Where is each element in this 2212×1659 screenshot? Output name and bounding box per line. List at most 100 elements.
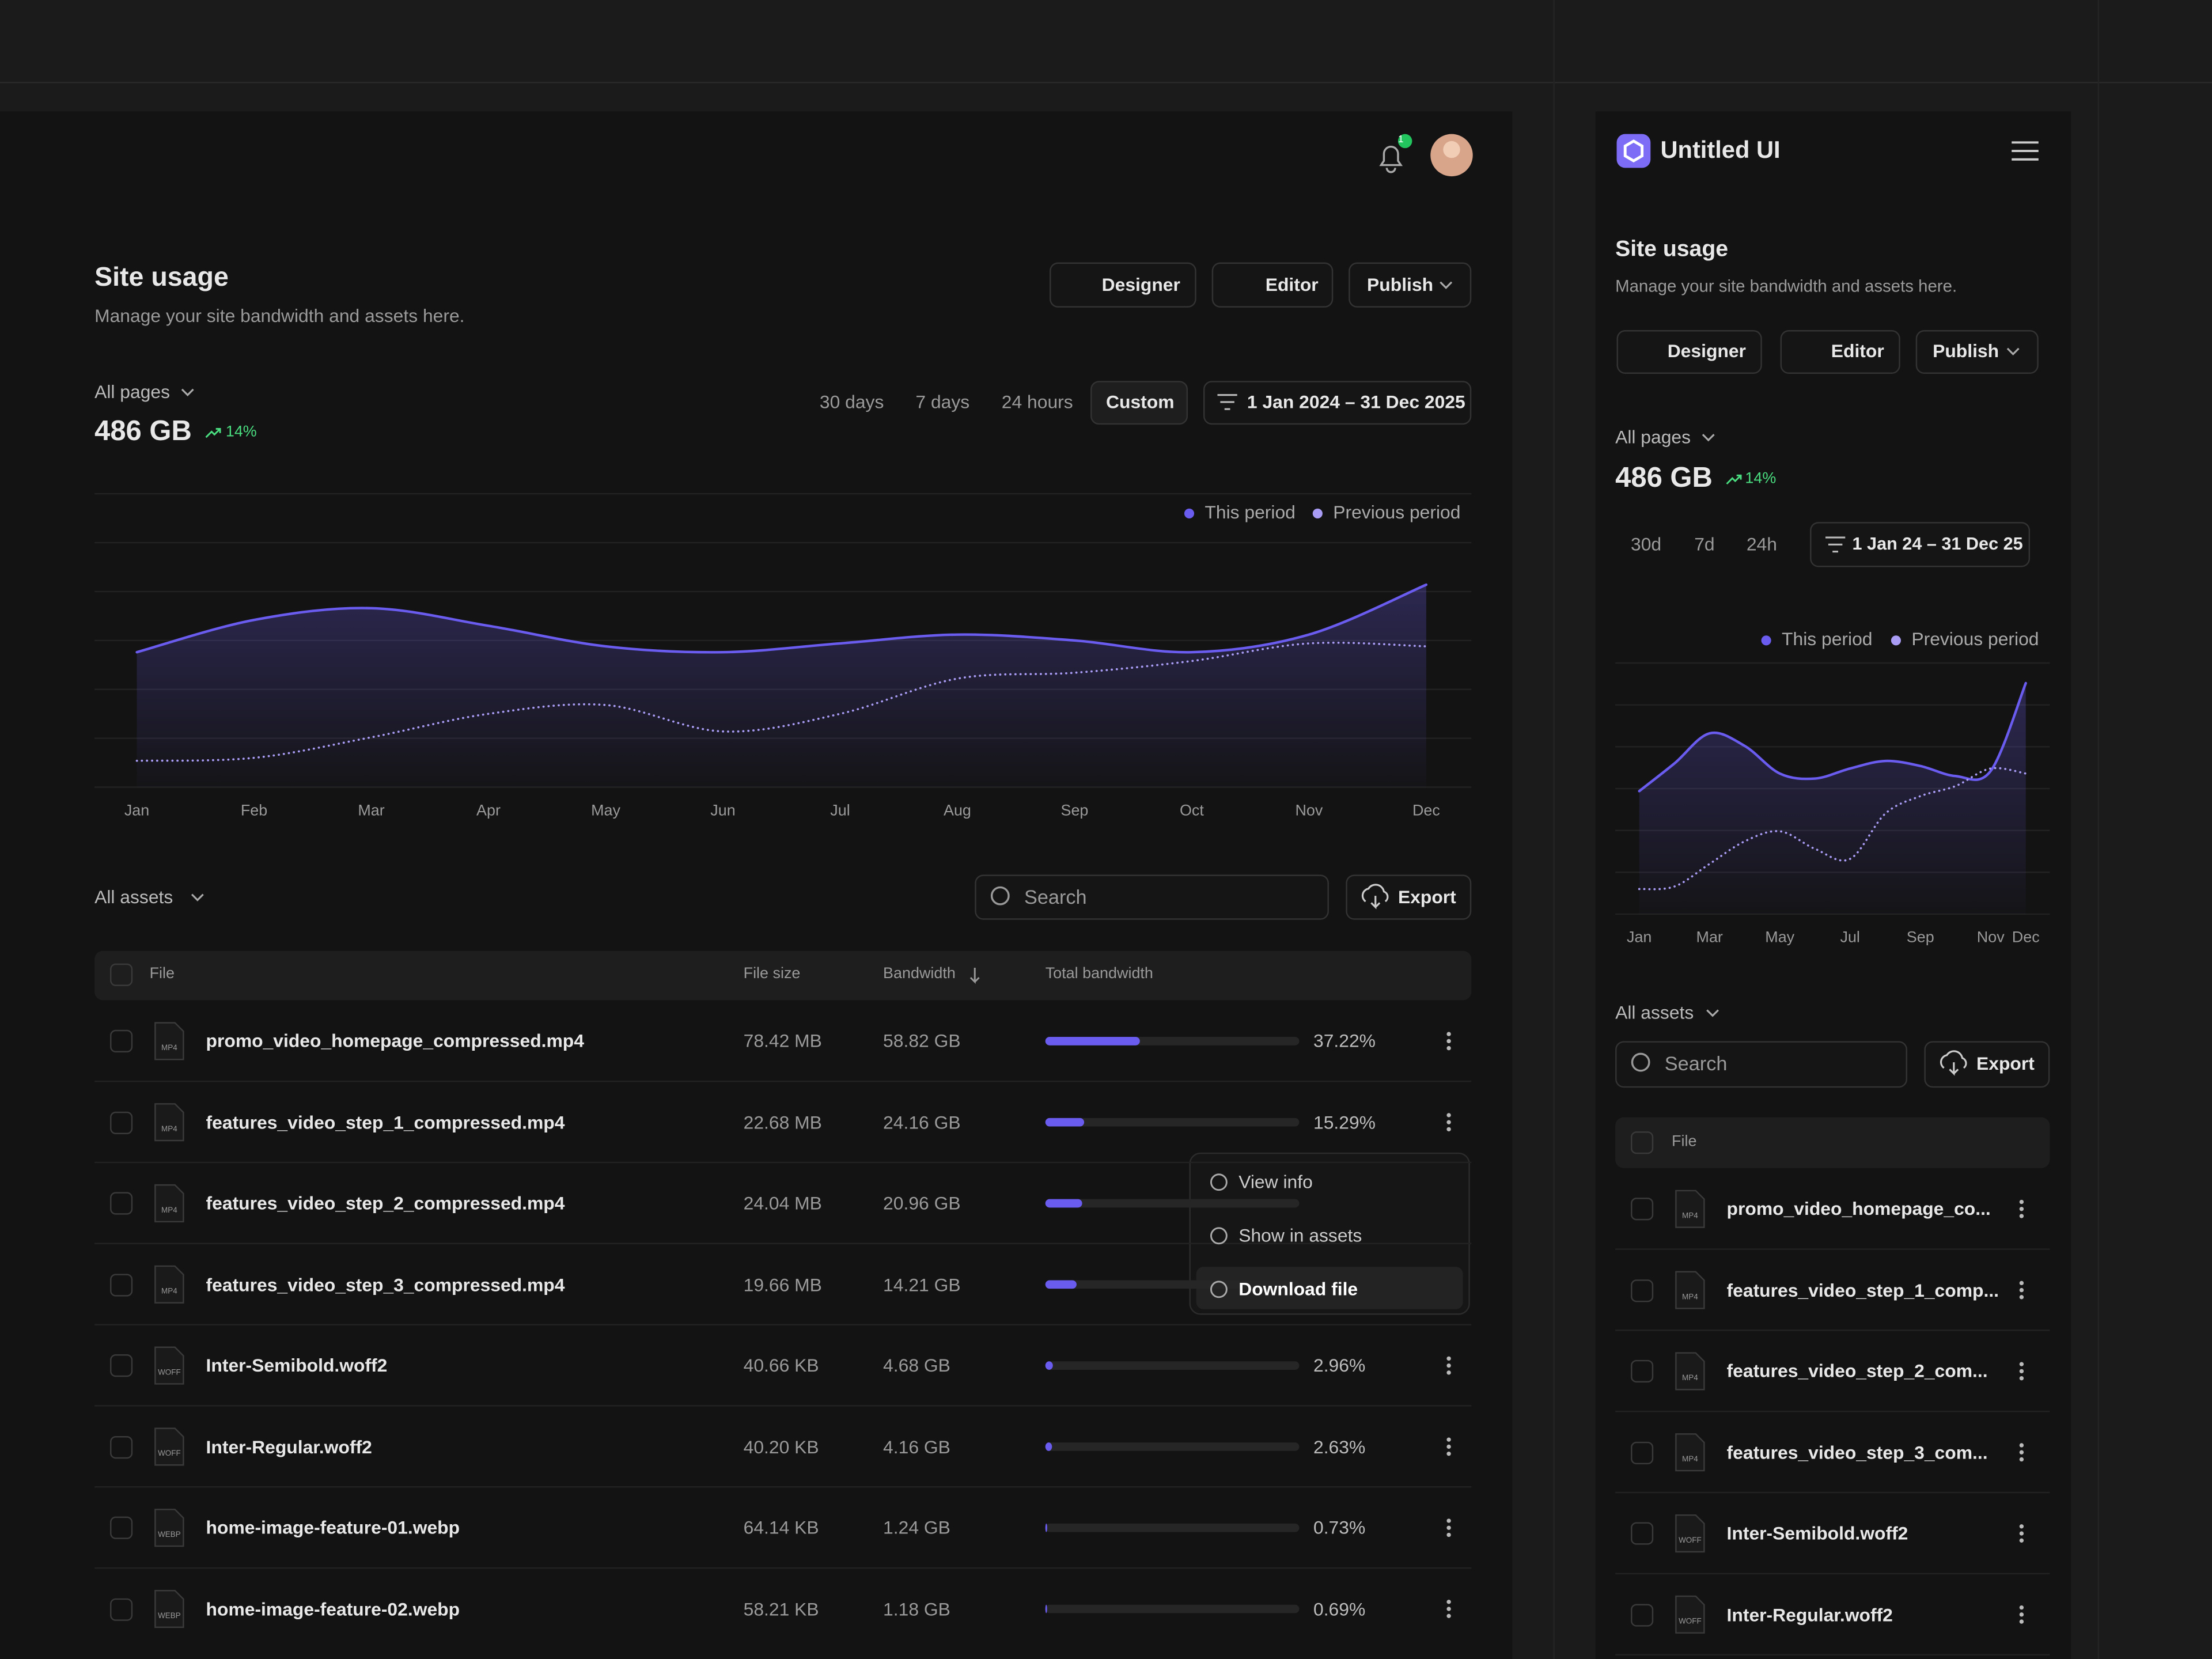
- designer-button[interactable]: [1616, 330, 1762, 374]
- share: 0.69%: [1313, 1597, 1366, 1619]
- more-dot[interactable]: [1446, 1607, 1451, 1611]
- menu-item[interactable]: Show in assets: [1238, 1225, 1362, 1246]
- more-dot[interactable]: [1446, 1370, 1451, 1375]
- file-type: WOFF: [158, 1449, 181, 1457]
- editor-button[interactable]: [1211, 262, 1334, 308]
- x-tick-label: Nov: [1295, 801, 1323, 819]
- search-input[interactable]: [975, 874, 1329, 920]
- more-dot[interactable]: [2019, 1531, 2024, 1536]
- publish-button[interactable]: [1349, 262, 1472, 308]
- badge: [1397, 134, 1412, 149]
- search-input[interactable]: [1615, 1041, 1908, 1088]
- x-tick-label: Jan: [124, 801, 149, 819]
- menu-item[interactable]: Download file: [1238, 1278, 1358, 1300]
- more-dot[interactable]: [2019, 1281, 2024, 1286]
- date-range: 1 Jan 24 – 31 Dec 25: [1852, 533, 2023, 554]
- checkbox[interactable]: [1631, 1279, 1654, 1302]
- range-tab[interactable]: 24 hours: [1001, 391, 1073, 412]
- checkbox[interactable]: [1631, 1131, 1654, 1154]
- more-dot[interactable]: [1446, 1525, 1451, 1530]
- more-dot[interactable]: [2019, 1199, 2024, 1205]
- checkbox[interactable]: [1631, 1603, 1654, 1626]
- range-tab[interactable]: 7d: [1694, 533, 1715, 555]
- more-dot[interactable]: [1446, 1452, 1451, 1456]
- assets-filter[interactable]: All assets: [1615, 1002, 1694, 1024]
- checkbox[interactable]: [110, 1273, 133, 1296]
- more-dot[interactable]: [2019, 1207, 2024, 1211]
- checkbox[interactable]: [1631, 1359, 1654, 1383]
- more-dot[interactable]: [2019, 1538, 2024, 1543]
- export-button[interactable]: [1346, 874, 1472, 920]
- menu-icon[interactable]: [2012, 141, 2039, 161]
- more-dot[interactable]: [1446, 1113, 1451, 1118]
- more-dot[interactable]: [2019, 1214, 2024, 1218]
- more-dot[interactable]: [1446, 1532, 1451, 1537]
- more-dot[interactable]: [1446, 1032, 1451, 1036]
- more-dot[interactable]: [2019, 1362, 2024, 1366]
- bell-icon[interactable]: [1379, 145, 1403, 173]
- checkbox[interactable]: [110, 1354, 133, 1377]
- file-icon: [154, 1509, 184, 1547]
- menu-item[interactable]: View info: [1238, 1171, 1313, 1192]
- checkbox[interactable]: [110, 1435, 133, 1459]
- more-dot[interactable]: [2019, 1369, 2024, 1374]
- more-dot[interactable]: [2019, 1443, 2024, 1448]
- designer-button[interactable]: [1050, 262, 1196, 308]
- checkbox[interactable]: [110, 1111, 133, 1134]
- range-tab[interactable]: 30 days: [819, 391, 884, 412]
- x-tick-label: Mar: [1696, 929, 1723, 946]
- page-subtitle: Manage your site bandwidth and assets he…: [94, 305, 465, 327]
- checkbox[interactable]: [1631, 1522, 1654, 1545]
- more-dot[interactable]: [2019, 1612, 2024, 1617]
- range-tab-active[interactable]: [1090, 381, 1188, 425]
- file-name: features_video_step_2_compressed.mp4: [206, 1192, 565, 1214]
- more-dot[interactable]: [2019, 1619, 2024, 1624]
- more-dot[interactable]: [2019, 1287, 2024, 1293]
- checkbox[interactable]: [1631, 1198, 1654, 1221]
- more-dot[interactable]: [2019, 1605, 2024, 1610]
- more-dot[interactable]: [1446, 1120, 1451, 1124]
- filter-dropdown[interactable]: All pages: [1615, 426, 1691, 448]
- assets-filter[interactable]: All assets: [94, 886, 173, 908]
- more-dot[interactable]: [2019, 1376, 2024, 1381]
- checkbox[interactable]: [110, 1597, 133, 1620]
- more-dot[interactable]: [2019, 1524, 2024, 1529]
- checkbox[interactable]: [110, 963, 133, 986]
- x-tick-label: Nov: [1977, 929, 2005, 946]
- range-tab[interactable]: 7 days: [915, 391, 970, 412]
- progress-bar: [1045, 1280, 1077, 1289]
- more-dot[interactable]: [2019, 1450, 2024, 1455]
- more-dot[interactable]: [1446, 1600, 1451, 1604]
- column-header: Total bandwidth: [1045, 965, 1153, 983]
- logo-mark: [1623, 139, 1644, 163]
- more-dot[interactable]: [1446, 1444, 1451, 1449]
- range-tab[interactable]: 30d: [1631, 533, 1662, 555]
- publish-button[interactable]: [1915, 330, 2039, 374]
- checkbox[interactable]: [1631, 1441, 1654, 1464]
- checkbox[interactable]: [110, 1192, 133, 1215]
- more-dot[interactable]: [1446, 1046, 1451, 1051]
- checkbox[interactable]: [110, 1029, 133, 1052]
- more-dot[interactable]: [1446, 1127, 1451, 1132]
- export-button[interactable]: [1924, 1041, 2050, 1088]
- more-dot[interactable]: [1446, 1518, 1451, 1523]
- share: 2.96%: [1313, 1354, 1366, 1376]
- file-type: WEBP: [158, 1530, 181, 1539]
- more-dot[interactable]: [1446, 1613, 1451, 1618]
- more-dot[interactable]: [1446, 1363, 1451, 1368]
- editor-button[interactable]: [1780, 330, 1900, 374]
- column-header[interactable]: Bandwidth: [883, 965, 956, 983]
- more-dot[interactable]: [1446, 1356, 1451, 1361]
- filter-dropdown[interactable]: All pages: [94, 381, 171, 403]
- legend-dot: [1761, 635, 1771, 646]
- x-tick-label: Dec: [2012, 929, 2040, 946]
- more-dot[interactable]: [1446, 1437, 1451, 1442]
- checkbox[interactable]: [110, 1516, 133, 1539]
- more-dot[interactable]: [1446, 1039, 1451, 1044]
- range-tab-label: Custom: [1106, 391, 1175, 412]
- date-picker[interactable]: [1810, 522, 2031, 567]
- more-dot[interactable]: [2019, 1295, 2024, 1300]
- more-dot[interactable]: [2019, 1457, 2024, 1462]
- date-picker[interactable]: [1203, 381, 1472, 425]
- range-tab[interactable]: 24h: [1746, 533, 1777, 555]
